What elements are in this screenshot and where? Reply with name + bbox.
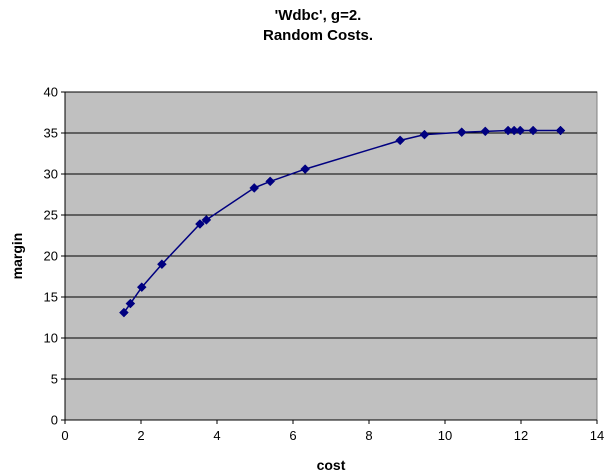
data-point-marker bbox=[515, 125, 526, 136]
y-tick-label: 5 bbox=[51, 372, 58, 387]
data-point-marker bbox=[555, 125, 566, 136]
data-point-marker bbox=[201, 215, 212, 225]
data-point-marker bbox=[456, 127, 467, 138]
chart-subtitle: Random Costs. bbox=[263, 27, 373, 44]
y-tick-label: 35 bbox=[44, 126, 58, 141]
data-point-marker bbox=[136, 282, 147, 293]
series-group bbox=[119, 125, 566, 318]
x-tick-label: 14 bbox=[590, 428, 604, 443]
data-point-marker bbox=[265, 176, 276, 187]
y-tick-label: 40 bbox=[44, 85, 58, 100]
y-tick-label: 30 bbox=[44, 167, 58, 182]
data-point-marker bbox=[157, 259, 167, 270]
x-tick-label: 8 bbox=[365, 428, 372, 443]
data-point-marker bbox=[300, 164, 311, 174]
data-point-marker bbox=[528, 125, 539, 136]
y-tick-label: 10 bbox=[44, 331, 58, 346]
x-tick-label: 12 bbox=[514, 428, 528, 443]
data-point-marker bbox=[119, 307, 129, 318]
data-point-marker bbox=[480, 126, 491, 137]
data-point-marker bbox=[195, 219, 205, 229]
data-point-marker bbox=[395, 135, 406, 146]
x-tick-label: 0 bbox=[61, 428, 68, 443]
y-tick-label: 20 bbox=[44, 249, 58, 264]
data-point-marker bbox=[249, 183, 260, 193]
y-tick-label: 25 bbox=[44, 208, 58, 223]
x-tick-label: 10 bbox=[438, 428, 452, 443]
y-tick-label: 0 bbox=[51, 413, 58, 428]
axes bbox=[61, 91, 598, 424]
x-tick-label: 2 bbox=[137, 428, 144, 443]
x-axis-label: cost bbox=[317, 457, 346, 473]
y-tick-label: 15 bbox=[44, 290, 58, 305]
x-tick-label: 6 bbox=[289, 428, 296, 443]
y-tick-labels: 0 5 10 15 20 25 30 35 40 bbox=[44, 85, 58, 428]
data-point-marker bbox=[419, 129, 430, 140]
chart-title: 'Wdbc', g=2. bbox=[275, 7, 362, 24]
data-point-marker bbox=[125, 298, 136, 309]
y-axis-label: margin bbox=[9, 233, 25, 280]
x-tick-label: 4 bbox=[213, 428, 220, 443]
x-tick-labels: 0 2 4 6 8 10 12 14 bbox=[61, 428, 604, 443]
